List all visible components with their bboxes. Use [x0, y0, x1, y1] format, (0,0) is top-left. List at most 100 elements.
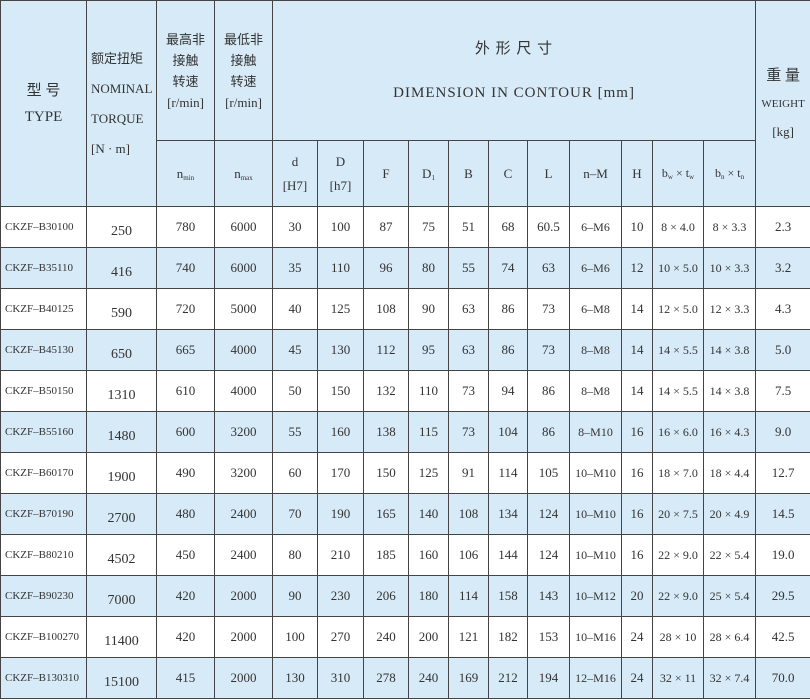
cell-bw-tw: 28 × 10 [652, 616, 704, 658]
cell-torque: 1900 [86, 452, 157, 494]
cell-H: 14 [621, 329, 653, 371]
cell-B: 55 [448, 247, 489, 289]
cell-H: 14 [621, 288, 653, 330]
cell-n-M: 12–M16 [569, 657, 622, 699]
cell-bn-tn: 20 × 4.9 [702, 493, 757, 535]
cell-C: 212 [488, 657, 528, 699]
cell-B: 73 [448, 411, 489, 453]
cell-nmax: 2000 [214, 616, 273, 658]
cell-torque: 2700 [86, 493, 157, 535]
cell-nmax: 2000 [214, 657, 273, 699]
header-type: 型 号 TYPE [0, 0, 87, 207]
type-en: TYPE [24, 108, 63, 125]
cell-type: CKZF–B100270 [0, 616, 87, 658]
cell-bn-tn: 22 × 5.4 [702, 534, 757, 576]
cell-torque: 11400 [86, 616, 157, 658]
table-row: CKZF–B30100 250 780 6000 30 100 87 75 51 68 60.5 6–… [0, 206, 810, 248]
cell-C: 86 [488, 329, 528, 371]
cell-F: 150 [363, 452, 409, 494]
nmax-sub: max [240, 173, 253, 182]
header-weight: 重 量 WEIGHT [kg] [755, 0, 810, 207]
cell-H: 16 [621, 452, 653, 494]
cell-D1: 90 [408, 288, 449, 330]
cell-D1: 80 [408, 247, 449, 289]
cell-nmin: 450 [156, 534, 215, 576]
type-cn: 型 号 [26, 82, 61, 99]
cell-weight: 42.5 [755, 616, 810, 658]
cell-d: 60 [272, 452, 318, 494]
cell-D1: 160 [408, 534, 449, 576]
table-row: CKZF–B90230 7000 420 2000 90 230 206 180 114 158 1… [0, 575, 810, 617]
header-bn-tn: bn × tn [702, 140, 757, 207]
cell-F: 87 [363, 206, 409, 248]
cell-weight: 14.5 [755, 493, 810, 535]
table-row: CKZF–B130310 15100 415 2000 130 310 278 240 169 2… [0, 657, 810, 699]
header-nmax: nmax [214, 140, 273, 207]
cell-d: 100 [272, 616, 318, 658]
bw-b: b [661, 166, 668, 180]
cell-B: 169 [448, 657, 489, 699]
cell-H: 20 [621, 575, 653, 617]
cell-bn-tn: 16 × 4.3 [702, 411, 757, 453]
cell-weight: 4.3 [755, 288, 810, 330]
cell-weight: 12.7 [755, 452, 810, 494]
cell-bn-tn: 18 × 4.4 [702, 452, 757, 494]
cell-torque: 1480 [86, 411, 157, 453]
weight-en: WEIGHT [761, 97, 805, 110]
header-D: D [h7] [317, 140, 364, 207]
cell-nmin: 480 [156, 493, 215, 535]
cell-n-M: 8–M8 [569, 370, 622, 412]
cell-bw-tw: 8 × 4.0 [652, 206, 704, 248]
cell-F: 278 [363, 657, 409, 699]
bw-sub: w [667, 173, 673, 181]
cell-L: 194 [527, 657, 570, 699]
cell-type: CKZF–B55160 [0, 411, 87, 453]
cell-L: 86 [527, 411, 570, 453]
nmin-base: n [176, 165, 184, 181]
cell-type: CKZF–B130310 [0, 657, 87, 699]
cell-C: 158 [488, 575, 528, 617]
cell-weight: 70.0 [755, 657, 810, 699]
weight-cn: 重 量 [766, 67, 800, 84]
cell-nmin: 720 [156, 288, 215, 330]
cell-torque: 650 [86, 329, 157, 371]
cell-C: 144 [488, 534, 528, 576]
torque-en2: TORQUE [91, 110, 144, 126]
cell-n-M: 6–M6 [569, 206, 622, 248]
cell-D: 110 [317, 247, 364, 289]
cell-bn-tn: 14 × 3.8 [702, 329, 757, 371]
cell-D1: 95 [408, 329, 449, 371]
cell-n-M: 10–M10 [569, 534, 622, 576]
cell-nmax: 3200 [214, 411, 273, 453]
cell-B: 51 [448, 206, 489, 248]
cell-weight: 2.3 [755, 206, 810, 248]
cell-torque: 15100 [86, 657, 157, 699]
header-C: C [488, 140, 528, 207]
cell-D: 150 [317, 370, 364, 412]
cell-bw-tw: 20 × 7.5 [652, 493, 704, 535]
cell-F: 185 [363, 534, 409, 576]
nmax-cn2: 接触 [230, 52, 257, 68]
bn-x: × t [724, 166, 741, 180]
header-F: F [363, 140, 409, 207]
cell-type: CKZF–B45130 [0, 329, 87, 371]
d-label: d [291, 153, 299, 169]
cell-L: 63 [527, 247, 570, 289]
nmax-base: n [234, 165, 241, 181]
cell-d: 80 [272, 534, 318, 576]
cell-L: 86 [527, 370, 570, 412]
nmin-sub: min [183, 173, 195, 182]
cell-bn-tn: 8 × 3.3 [702, 206, 757, 248]
cell-d: 55 [272, 411, 318, 453]
cell-torque: 416 [86, 247, 157, 289]
cell-D: 125 [317, 288, 364, 330]
table-row: CKZF–B80210 4502 450 2400 80 210 185 160 106 144 1… [0, 534, 810, 576]
cell-C: 182 [488, 616, 528, 658]
cell-nmax: 2400 [214, 493, 273, 535]
cell-nmax: 6000 [214, 206, 273, 248]
cell-F: 206 [363, 575, 409, 617]
header-d: d [H7] [272, 140, 318, 207]
cell-bn-tn: 10 × 3.3 [702, 247, 757, 289]
torque-unit: [N · m] [91, 140, 130, 156]
cell-d: 45 [272, 329, 318, 371]
